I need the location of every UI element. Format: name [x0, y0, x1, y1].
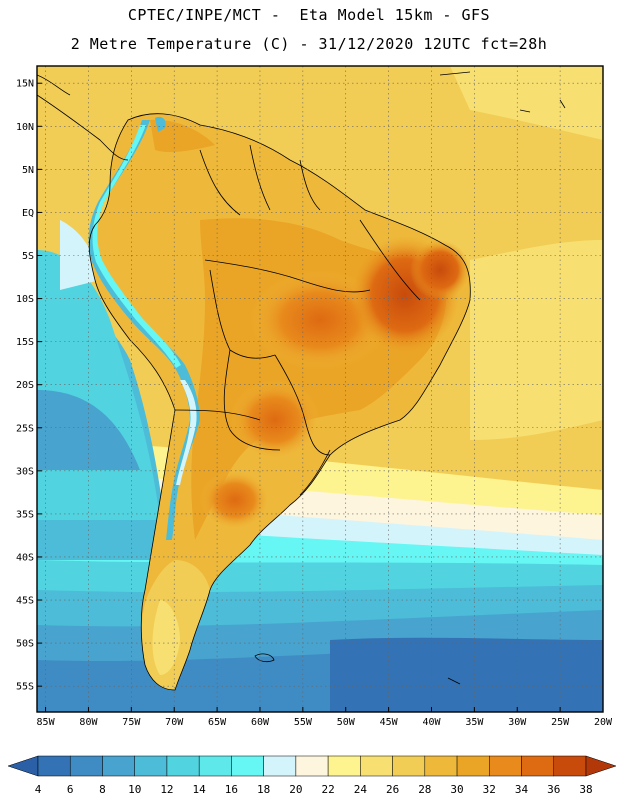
- lat-tick-label: 55S: [16, 682, 34, 693]
- lon-tick-label: 25W: [551, 717, 570, 728]
- lon-tick-label: 80W: [79, 717, 98, 728]
- colorbar-level-label: 30: [450, 783, 463, 796]
- lat-tick-label: 45S: [16, 596, 34, 607]
- colorbar-swatch: [102, 755, 135, 777]
- map-title-line1: CPTEC/INPE/MCT - Eta Model 15km - GFS: [127, 6, 491, 24]
- lat-tick-label: 10N: [16, 122, 34, 133]
- colorbar-level-label: 20: [289, 783, 302, 796]
- colorbar-level-label: 34: [515, 783, 529, 796]
- lat-tick-label: 50S: [16, 639, 34, 650]
- latitude-axis: 15N 10N 5N EQ 5S 10S 15S 20S 25S 30S 35S 40S 45S 50S 5…: [16, 79, 42, 693]
- colorbar-level-label: 22: [321, 783, 334, 796]
- colorbar-level-label: 4: [35, 783, 42, 796]
- lat-tick-label: 15S: [16, 337, 34, 348]
- colorbar-swatch: [521, 755, 555, 777]
- colorbar-swatch: [489, 755, 522, 777]
- colorbar-level-label: 18: [257, 783, 270, 796]
- lon-tick-label: 30W: [508, 717, 527, 728]
- lat-tick-label: 25S: [16, 423, 34, 434]
- lat-tick-label: 5S: [22, 251, 34, 262]
- lat-tick-label: 15N: [16, 79, 34, 90]
- colorbar-swatch: [327, 755, 361, 777]
- colorbar-level-label: 10: [128, 783, 141, 796]
- lon-tick-label: 65W: [208, 717, 227, 728]
- lon-tick-label: 45W: [380, 717, 399, 728]
- colorbar-swatch: [424, 755, 458, 777]
- colorbar-swatch: [231, 755, 264, 777]
- temperature-field: [37, 66, 603, 712]
- colorbar-level-label: 32: [483, 783, 496, 796]
- colorbar-swatch: [360, 755, 393, 777]
- lat-tick-label: 30S: [16, 466, 34, 477]
- lon-tick-label: 35W: [465, 717, 484, 728]
- colorbar-level-label: 14: [193, 783, 207, 796]
- colorbar-swatch: [134, 755, 168, 777]
- coastline-borders: [37, 71, 566, 691]
- colorbar-swatch: [295, 755, 329, 777]
- lat-tick-label: EQ: [22, 208, 34, 219]
- map-title-line2: 2 Metre Temperature (C) - 31/12/2020 12U…: [70, 35, 548, 53]
- colorbar-level-label: 24: [354, 783, 368, 796]
- longitude-axis: 85W 80W 75W 70W 65W 60W 55W 50W 45W 40W 35W 30W 25W 2…: [37, 707, 613, 728]
- lat-tick-label: 35S: [16, 509, 34, 520]
- colorbar-swatch: [37, 755, 71, 777]
- colorbar-swatch: [166, 755, 200, 777]
- lon-tick-label: 70W: [165, 717, 184, 728]
- colorbar-level-label: 16: [225, 783, 238, 796]
- lat-tick-label: 5N: [22, 165, 34, 176]
- colorbar-level-label: 28: [418, 783, 431, 796]
- lat-tick-label: 40S: [16, 552, 34, 563]
- lon-tick-label: 20W: [594, 717, 613, 728]
- lat-tick-label: 10S: [16, 294, 34, 305]
- colorbar-swatch: [456, 755, 490, 777]
- lon-tick-label: 75W: [122, 717, 141, 728]
- colorbar-swatch: [69, 755, 103, 777]
- colorbar-swatch: [392, 755, 426, 777]
- colorbar-arrow-low: [7, 755, 39, 777]
- colorbar-swatch: [198, 755, 232, 777]
- lon-tick-label: 85W: [37, 717, 56, 728]
- colorbar-level-label: 12: [160, 783, 173, 796]
- colorbar-level-label: 38: [579, 783, 592, 796]
- colorbar-arrow-high: [585, 755, 617, 777]
- lat-tick-label: 20S: [16, 380, 34, 391]
- colorbar-swatch: [553, 755, 587, 777]
- colorbar-level-label: 26: [386, 783, 399, 796]
- lon-tick-label: 50W: [337, 717, 356, 728]
- colorbar-level-label: 6: [67, 783, 74, 796]
- colorbar-level-label: 8: [99, 783, 106, 796]
- lon-tick-label: 40W: [422, 717, 441, 728]
- lon-tick-label: 60W: [251, 717, 270, 728]
- map-frame: [36, 65, 604, 713]
- colorbar-swatch: [263, 755, 297, 777]
- colorbar: 4 6 8 10 12 14 16 18 20 22 24 26 28 30 32 34 36 38: [7, 755, 617, 796]
- colorbar-level-label: 36: [547, 783, 560, 796]
- lon-tick-label: 55W: [294, 717, 313, 728]
